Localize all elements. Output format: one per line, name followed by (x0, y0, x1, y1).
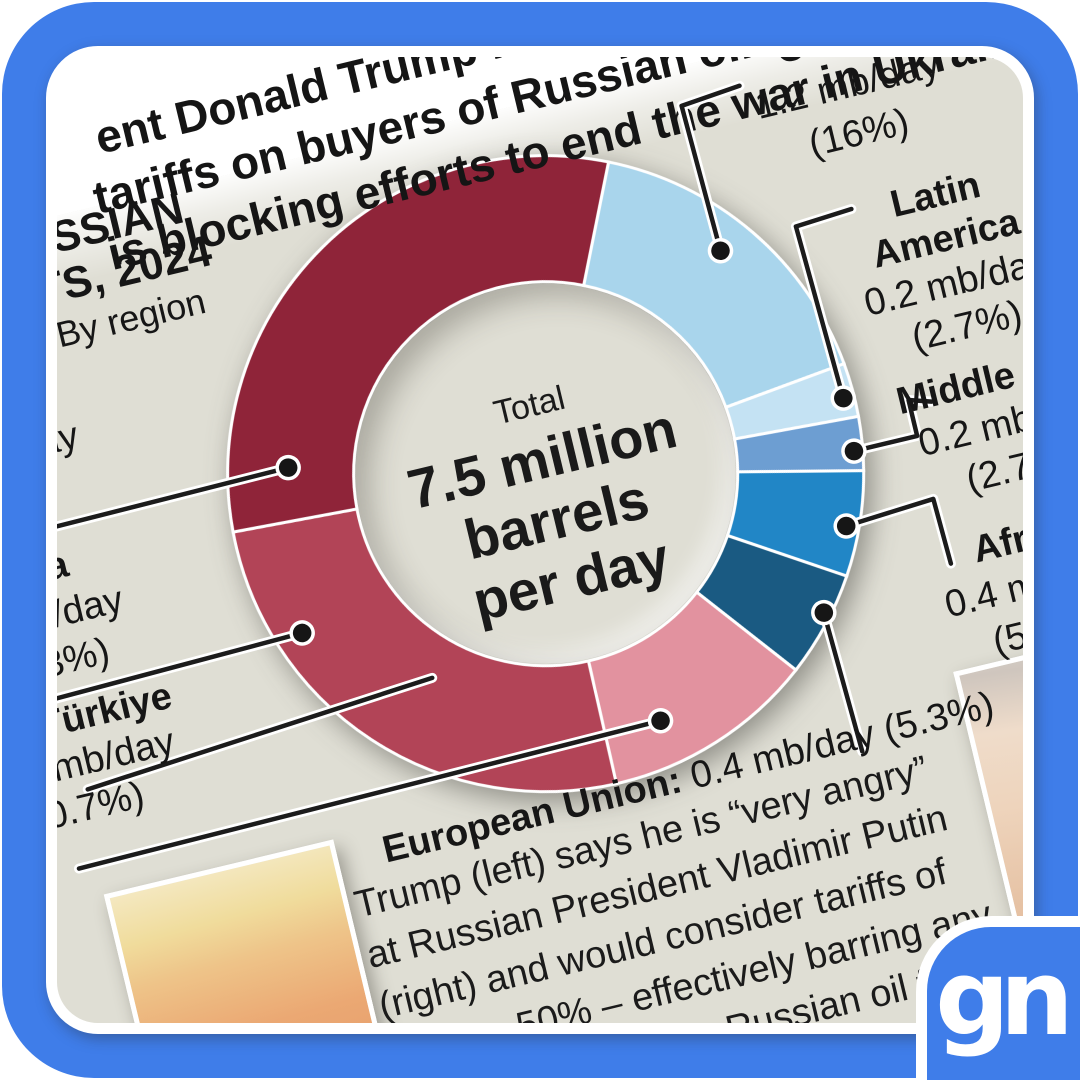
logo-blue-tile: gn (927, 927, 1080, 1080)
rotated-poster: ent Donald Trump has threatened to impos… (56, 56, 1024, 1024)
content-area: ent Donald Trump has threatened to impos… (56, 56, 1024, 1024)
gn-logo-icon: gn (935, 936, 1074, 1059)
graphic-news-logo: gn (916, 916, 1080, 1080)
slice-china (226, 154, 611, 534)
